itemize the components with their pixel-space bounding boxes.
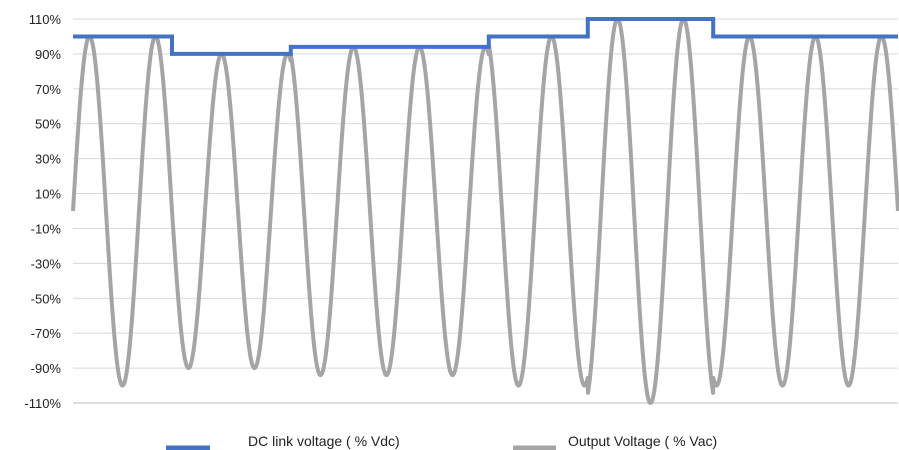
y-tick-label: -30% xyxy=(31,256,62,271)
y-tick-label: 30% xyxy=(35,152,61,167)
y-tick-label: 110% xyxy=(29,12,62,27)
y-axis-tick-labels: 110% 90% 70% 50% 30% 10% -10% -30% -50% -70% -90% -… xyxy=(24,12,61,411)
y-tick-label: -50% xyxy=(31,291,62,306)
series-dc-link-line xyxy=(73,17,898,56)
legend-label-dc-link: DC link voltage ( % Vdc) xyxy=(248,433,400,449)
y-tick-label: -90% xyxy=(31,361,62,376)
legend-label-output-voltage: Output Voltage ( % Vac) xyxy=(568,433,717,449)
series-output-voltage-line xyxy=(71,17,899,405)
legend: DC link voltage ( % Vdc) Output Voltage … xyxy=(166,433,717,450)
plot-area xyxy=(71,17,899,405)
y-tick-label: 50% xyxy=(35,117,61,132)
y-tick-label: -110% xyxy=(24,396,61,411)
y-tick-label: 70% xyxy=(35,82,61,97)
y-tick-label: 10% xyxy=(35,187,61,202)
y-tick-label: -70% xyxy=(31,326,62,341)
y-tick-label: -10% xyxy=(31,221,62,236)
y-tick-label: 90% xyxy=(35,47,61,62)
